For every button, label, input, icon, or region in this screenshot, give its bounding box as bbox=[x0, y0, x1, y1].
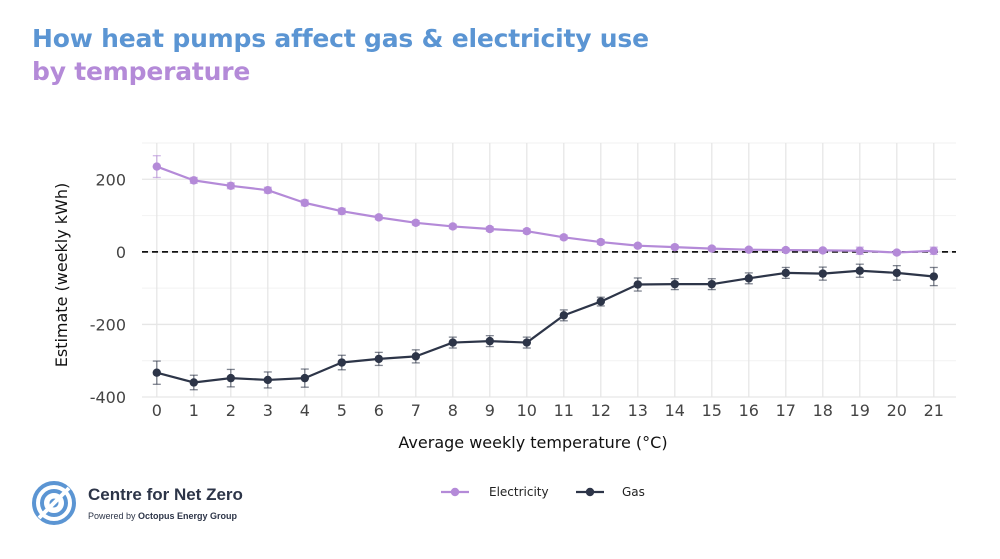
target-circle-logo-icon bbox=[32, 481, 76, 525]
data-point-electricity bbox=[485, 224, 494, 234]
data-point-electricity bbox=[781, 245, 790, 255]
data-point-electricity bbox=[596, 237, 605, 247]
x-tick-label: 18 bbox=[813, 401, 833, 420]
data-point-electricity bbox=[263, 185, 272, 195]
data-point-gas bbox=[633, 280, 642, 289]
data-point-gas bbox=[781, 268, 790, 278]
data-point-gas bbox=[929, 272, 938, 281]
series-line-electricity bbox=[156, 165, 934, 254]
data-point-electricity bbox=[337, 207, 346, 216]
x-tick-label: 0 bbox=[152, 401, 162, 420]
chart-title-line1: How heat pumps affect gas & electricity … bbox=[32, 24, 649, 53]
brand-powered-by: Powered by Octopus Energy Group bbox=[88, 511, 237, 521]
series-line-gas bbox=[156, 269, 934, 384]
legend-label-gas: Gas bbox=[622, 485, 645, 499]
x-tick-label: 16 bbox=[739, 401, 759, 420]
x-tick-label: 2 bbox=[226, 401, 236, 420]
data-point-electricity bbox=[300, 198, 309, 208]
data-point-electricity bbox=[633, 241, 642, 250]
x-tick-label: 15 bbox=[702, 401, 722, 420]
data-point-electricity bbox=[189, 176, 198, 185]
x-tick-label: 13 bbox=[628, 401, 648, 420]
x-tick-label: 5 bbox=[337, 401, 347, 420]
x-tick-label: 7 bbox=[411, 401, 421, 420]
data-point-electricity bbox=[152, 162, 161, 171]
x-tick-label: 6 bbox=[374, 401, 384, 420]
x-axis-label: Average weekly temperature (°C) bbox=[398, 433, 667, 452]
chart-title-line2: by temperature bbox=[32, 57, 251, 86]
x-tick-label: 12 bbox=[591, 401, 611, 420]
data-point-gas bbox=[596, 297, 605, 306]
data-point-electricity bbox=[892, 248, 901, 257]
data-point-electricity bbox=[744, 245, 753, 254]
data-point-gas bbox=[522, 338, 531, 347]
data-point-electricity bbox=[522, 226, 531, 236]
x-tick-label: 1 bbox=[189, 401, 199, 420]
x-tick-label: 20 bbox=[887, 401, 907, 420]
y-tick-label: 0 bbox=[116, 243, 126, 262]
data-point-electricity bbox=[929, 246, 938, 255]
data-point-electricity bbox=[411, 218, 420, 228]
data-point-electricity bbox=[559, 233, 568, 242]
x-tick-label: 17 bbox=[776, 401, 796, 420]
data-point-gas bbox=[300, 373, 309, 383]
y-tick-label: 200 bbox=[95, 170, 126, 189]
data-point-gas bbox=[892, 268, 901, 278]
x-tick-label: 14 bbox=[665, 401, 685, 420]
data-point-electricity bbox=[448, 222, 457, 231]
legend-marker-gas bbox=[585, 487, 595, 497]
data-point-gas bbox=[707, 279, 716, 289]
data-point-electricity bbox=[855, 246, 864, 255]
legend-label-electricity: Electricity bbox=[489, 485, 549, 499]
data-point-gas bbox=[189, 378, 198, 387]
data-point-gas bbox=[337, 358, 346, 367]
x-tick-label: 11 bbox=[554, 401, 574, 420]
x-tick-label: 8 bbox=[448, 401, 458, 420]
data-point-gas bbox=[559, 311, 568, 320]
data-point-gas bbox=[855, 266, 864, 275]
data-point-gas bbox=[448, 338, 457, 347]
data-point-gas bbox=[226, 373, 235, 383]
x-tick-label: 10 bbox=[517, 401, 537, 420]
y-tick-label: -400 bbox=[90, 388, 126, 407]
data-point-gas bbox=[818, 269, 827, 278]
data-point-gas bbox=[485, 336, 494, 346]
data-point-electricity bbox=[374, 213, 383, 222]
y-tick-label: -200 bbox=[90, 315, 126, 334]
brand-name: Centre for Net Zero bbox=[88, 485, 243, 504]
brand-powered-name: Octopus Energy Group bbox=[138, 511, 238, 521]
data-point-gas bbox=[411, 352, 420, 361]
data-point-gas bbox=[152, 368, 161, 377]
data-point-electricity bbox=[707, 244, 716, 253]
y-axis-label: Estimate (weekly kWh) bbox=[52, 183, 71, 368]
data-point-gas bbox=[744, 274, 753, 283]
data-point-gas bbox=[670, 279, 679, 289]
data-point-electricity bbox=[818, 246, 827, 255]
chart-title: How heat pumps affect gas & electricity … bbox=[32, 22, 649, 88]
x-tick-label: 9 bbox=[485, 401, 495, 420]
legend-marker-electricity bbox=[450, 487, 460, 497]
data-point-gas bbox=[263, 375, 272, 385]
data-point-electricity bbox=[670, 242, 679, 252]
x-tick-label: 21 bbox=[924, 401, 944, 420]
data-point-electricity bbox=[226, 181, 235, 191]
brand-powered-prefix: Powered by bbox=[88, 511, 139, 521]
x-tick-label: 3 bbox=[263, 401, 273, 420]
x-tick-label: 4 bbox=[300, 401, 310, 420]
data-point-gas bbox=[374, 354, 383, 364]
x-tick-label: 19 bbox=[850, 401, 870, 420]
